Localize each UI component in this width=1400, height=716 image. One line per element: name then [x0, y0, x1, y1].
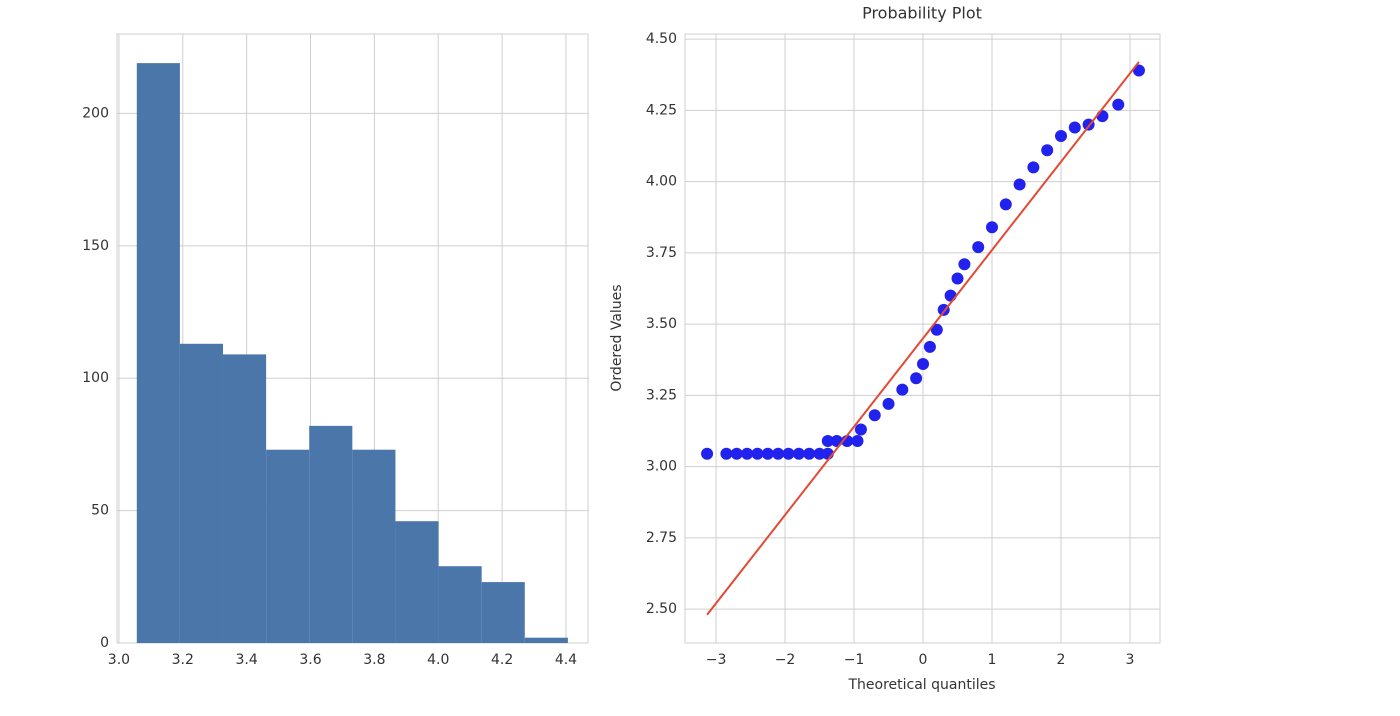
- histogram-bar: [136, 63, 180, 643]
- data-point: [999, 198, 1012, 211]
- data-point: [1132, 64, 1145, 77]
- y-axis-label: Ordered Values: [609, 284, 625, 391]
- histogram-bar: [481, 582, 525, 643]
- data-point: [1054, 130, 1067, 143]
- data-point: [944, 289, 957, 302]
- data-point: [1096, 110, 1109, 123]
- y-tick-label: 100: [82, 370, 109, 386]
- data-point: [896, 383, 909, 396]
- data-point: [830, 434, 843, 447]
- x-tick-label: 0: [919, 652, 928, 668]
- fit-line: [706, 61, 1140, 616]
- data-point: [761, 447, 774, 460]
- x-tick-label: 3.6: [299, 652, 321, 668]
- data-point: [701, 447, 714, 460]
- data-point: [792, 447, 805, 460]
- x-axis-label: Theoretical quantiles: [847, 677, 995, 693]
- x-tick-label: −2: [775, 652, 796, 668]
- x-tick-label: 4.4: [555, 652, 577, 668]
- histogram-bar: [179, 343, 224, 643]
- y-tick-label: 2.75: [646, 530, 677, 546]
- axes-frame: [684, 33, 1161, 644]
- x-tick-label: 3.4: [236, 652, 258, 668]
- data-point: [741, 447, 754, 460]
- histogram-bar: [223, 354, 267, 643]
- y-tick-label: 3.50: [646, 316, 677, 332]
- data-point: [986, 221, 999, 234]
- x-tick-label: 3: [1126, 652, 1135, 668]
- y-tick-label: 150: [82, 238, 109, 254]
- x-tick-label: 1: [988, 652, 997, 668]
- x-tick-label: 3.2: [172, 652, 194, 668]
- data-point: [958, 258, 971, 271]
- data-point: [782, 447, 795, 460]
- data-point: [930, 323, 943, 336]
- data-point: [854, 423, 867, 436]
- data-point: [821, 434, 834, 447]
- data-point: [730, 447, 743, 460]
- x-tick-label: −3: [706, 652, 727, 668]
- y-tick-label: 50: [91, 503, 109, 519]
- data-point: [868, 409, 881, 422]
- y-tick-label: 3.75: [646, 245, 677, 261]
- data-point: [751, 447, 764, 460]
- histogram-bar: [395, 521, 439, 643]
- data-point: [720, 447, 733, 460]
- y-tick-label: 4.25: [646, 102, 677, 118]
- data-point: [851, 434, 864, 447]
- data-point: [923, 340, 936, 353]
- data-point: [1112, 98, 1125, 111]
- y-tick-label: 2.50: [646, 601, 677, 617]
- data-point: [772, 447, 785, 460]
- data-point: [813, 447, 826, 460]
- data-point: [1041, 144, 1054, 157]
- y-tick-label: 4.00: [646, 174, 677, 190]
- data-point: [882, 397, 895, 410]
- x-tick-label: 2: [1057, 652, 1066, 668]
- histogram-bar: [524, 637, 568, 643]
- plot-title: Probability Plot: [862, 4, 982, 23]
- data-point: [951, 272, 964, 285]
- histogram-bar: [352, 449, 396, 643]
- data-point: [1068, 121, 1081, 134]
- x-tick-label: −1: [844, 652, 865, 668]
- data-point: [1013, 178, 1026, 191]
- histogram-bar: [266, 449, 310, 643]
- y-tick-label: 3.25: [646, 387, 677, 403]
- x-tick-label: 3.8: [363, 652, 385, 668]
- y-tick-label: 200: [82, 105, 109, 121]
- data-point: [1027, 161, 1040, 174]
- x-tick-label: 3.0: [108, 652, 130, 668]
- data-point: [803, 447, 816, 460]
- histogram-bar: [438, 566, 482, 643]
- x-tick-label: 4.0: [427, 652, 449, 668]
- y-tick-label: 3.00: [646, 459, 677, 475]
- data-point: [917, 358, 930, 371]
- y-tick-label: 4.50: [646, 31, 677, 47]
- x-tick-label: 4.2: [491, 652, 513, 668]
- histogram-bar: [309, 425, 353, 643]
- y-tick-label: 0: [100, 635, 109, 651]
- data-point: [910, 372, 923, 385]
- data-point: [972, 241, 985, 254]
